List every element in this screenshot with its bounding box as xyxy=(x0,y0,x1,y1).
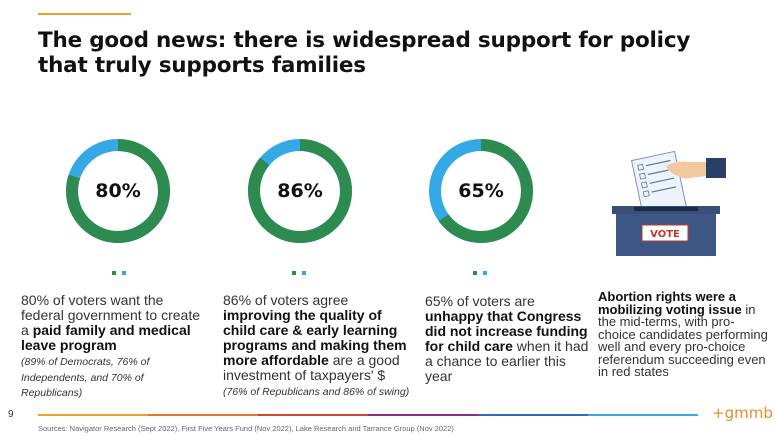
legend-dot-green xyxy=(112,271,116,275)
donut-value-arc xyxy=(66,139,170,243)
gmmb-logo: +gmmb xyxy=(712,404,773,422)
donut-chart-1: 80% xyxy=(63,136,173,246)
stat-text-3: 65% of voters are unhappy that Congress … xyxy=(425,294,590,384)
stat-3-text-after: when it had a chance to earlier this yea… xyxy=(425,338,589,384)
footer-line-segment xyxy=(588,414,698,416)
footer-line-segment xyxy=(38,414,148,416)
stat-text-1: 80% of voters want the federal governmen… xyxy=(21,293,206,400)
footer-line-segment xyxy=(148,414,258,416)
legend-dots-2 xyxy=(292,262,312,275)
ballot-text: Abortion rights were a mobilizing voting… xyxy=(598,289,768,379)
donut-chart-3: 65% xyxy=(426,136,536,246)
page-number: 9 xyxy=(8,409,14,420)
stat-3-text-bold: unhappy that Congress did not increase f… xyxy=(425,308,588,354)
legend-dots-3 xyxy=(473,262,493,275)
page-title: The good news: there is widespread suppo… xyxy=(38,28,691,78)
donut-chart-2: 86% xyxy=(245,136,355,246)
footer-line-segment xyxy=(478,414,588,416)
stat-2-text-bold: improving the quality of child care & ea… xyxy=(223,307,407,368)
ballot-text-bold: Abortion rights were a mobilizing voting… xyxy=(598,289,742,317)
legend-dot-green xyxy=(473,271,477,275)
footer-line-segment xyxy=(258,414,368,416)
donut-percent-1: 80% xyxy=(95,180,141,202)
legend-dot-blue xyxy=(483,271,487,275)
sources-text: Sources: Navigator Research (Sept 2022),… xyxy=(38,424,454,433)
legend-dot-green xyxy=(292,271,296,275)
legend-dot-blue xyxy=(302,271,306,275)
donut-value-arc xyxy=(248,139,352,243)
stat-text-2: 86% of voters agree improving the qualit… xyxy=(223,293,413,399)
donut-value-arc xyxy=(429,139,533,243)
donut-svg-1 xyxy=(66,139,170,243)
donut-svg-2 xyxy=(248,139,352,243)
stat-3-text-before: 65% of voters are xyxy=(425,293,535,309)
donut-percent-2: 86% xyxy=(277,180,323,202)
accent-line xyxy=(38,13,131,15)
donut-percent-3: 65% xyxy=(458,180,504,202)
ballot-text-after: in the mid-terms, with pro-choice candid… xyxy=(598,301,768,379)
ballot-vote-label: VOTE xyxy=(650,229,680,240)
legend-dots-1 xyxy=(112,262,132,275)
stat-1-text-before: 80% of voters want the federal governmen… xyxy=(21,292,200,338)
stat-2-note: (76% of Republicans and 86% of swing) xyxy=(223,386,410,398)
footer-line-segment xyxy=(368,414,478,416)
stat-2-text-after: are a good investment of taxpayers' $ xyxy=(223,352,400,383)
ballot-box-icon: VOTE xyxy=(612,150,726,256)
footer-divider xyxy=(38,414,698,416)
stat-2-text-before: 86% of voters agree xyxy=(223,292,349,308)
donut-svg-3 xyxy=(429,139,533,243)
stat-1-note: (89% of Democrats, 76% of Independents, … xyxy=(21,356,150,399)
legend-dot-blue xyxy=(122,271,126,275)
stat-1-text-bold: paid family and medical leave program xyxy=(21,322,191,353)
